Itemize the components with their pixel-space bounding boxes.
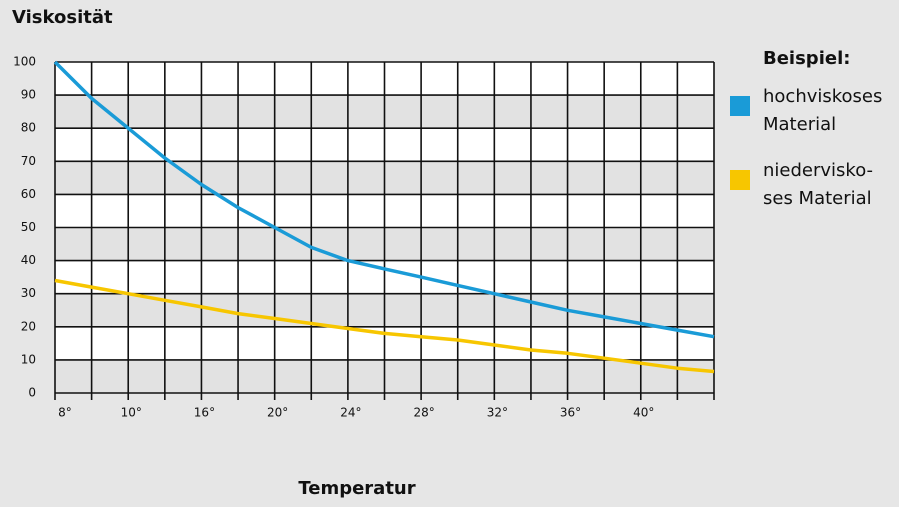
x-tick-label: 10° [121,406,142,420]
series-line [53,60,715,339]
y-tick-label: 30 [21,286,36,300]
x-axis-label: Temperatur [298,478,415,499]
legend-title: Beispiel: [763,48,851,69]
y-tick-label: 10 [21,352,36,366]
y-tick-label: 20 [21,319,36,333]
x-tick-label: 16° [194,406,215,420]
legend-label: niedervisko- ses Material [763,160,874,209]
legend-entry: hochviskoses Material [730,83,895,139]
series-line [54,278,715,374]
legend-swatch [730,96,750,116]
y-tick-label: 0 [28,386,36,400]
x-tick-label: 8° [58,406,72,420]
x-tick-label: 40° [633,406,654,420]
y-tick-label: 100 [13,55,36,69]
x-tick-label: 20° [267,406,288,420]
legend-entry: niedervisko- ses Material [730,157,895,213]
legend: Beispiel: hochviskoses Material niedervis… [730,48,895,231]
x-tick-label: 28° [413,406,434,420]
chart-title: Viskosität [12,7,113,28]
y-tick-label: 40 [21,253,36,267]
legend-label: hochviskoses Material [763,86,883,135]
x-tick-label: 32° [487,406,508,420]
y-tick-label: 80 [21,121,36,135]
y-tick-label: 50 [21,220,36,234]
y-tick-label: 70 [21,154,36,168]
y-tick-label: 60 [21,187,36,201]
x-tick-label: 36° [560,406,581,420]
y-tick-label: 90 [21,88,36,102]
legend-swatch [730,170,750,190]
x-tick-label: 24° [340,406,361,420]
